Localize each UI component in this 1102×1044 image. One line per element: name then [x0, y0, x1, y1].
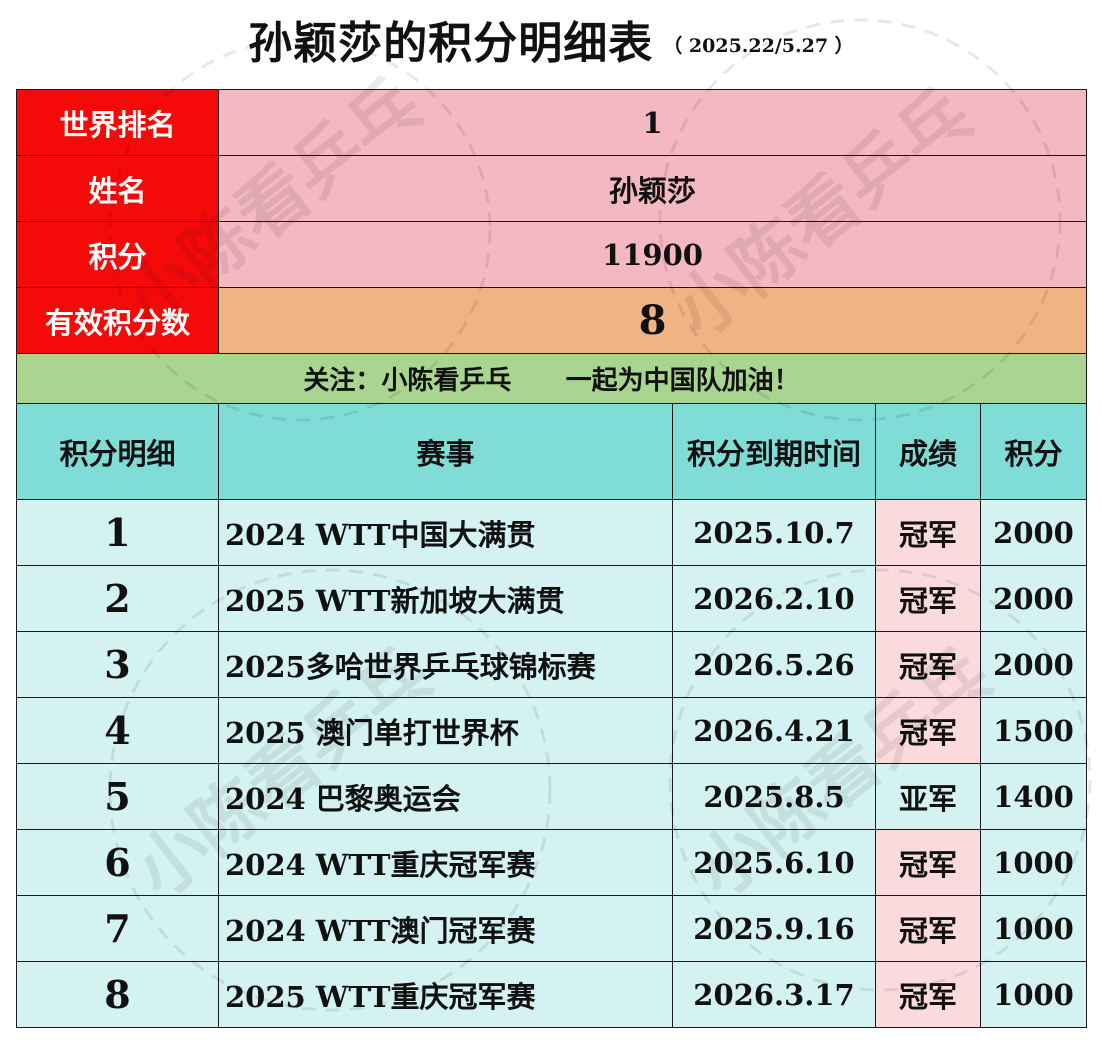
summary-row-points: 积分 11900: [16, 221, 1087, 288]
event-name: 2025 WTT重庆冠军赛: [218, 961, 673, 1028]
event-name: 2024 WTT中国大满贯: [218, 499, 673, 566]
event-name: 2025多哈世界乒乓球锦标赛: [218, 631, 673, 698]
row-number: 5: [16, 763, 219, 830]
result: 冠军: [875, 961, 981, 1028]
result: 冠军: [875, 829, 981, 896]
points-label: 积分: [16, 221, 219, 288]
points: 1400: [980, 763, 1087, 830]
points: 2000: [980, 565, 1087, 632]
table-row: 5 2024 巴黎奥运会 2025.8.5 亚军 1400: [16, 763, 1087, 830]
event-name: 2024 WTT澳门冠军赛: [218, 895, 673, 962]
page-title-block: 孙颖莎的积分明细表 （ 2025.22/5.27 ）: [0, 0, 1102, 88]
col-header-expiry: 积分到期时间: [672, 403, 876, 500]
points: 1000: [980, 895, 1087, 962]
col-header-event: 赛事: [218, 403, 673, 500]
row-number: 1: [16, 499, 219, 566]
event-name: 2025 WTT新加坡大满贯: [218, 565, 673, 632]
table-row: 1 2024 WTT中国大满贯 2025.10.7 冠军 2000: [16, 499, 1087, 566]
points-value: 11900: [218, 221, 1087, 288]
expiry-date: 2026.5.26: [672, 631, 876, 698]
date-range: （ 2025.22/5.27 ）: [663, 35, 854, 57]
name-label: 姓名: [16, 155, 219, 222]
result: 冠军: [875, 499, 981, 566]
note-row: 关注：小陈看乒乓 一起为中国队加油！: [16, 353, 1087, 404]
expiry-date: 2026.4.21: [672, 697, 876, 764]
table-row: 4 2025 澳门单打世界杯 2026.4.21 冠军 1500: [16, 697, 1087, 764]
row-number: 4: [16, 697, 219, 764]
detail-rows: 1 2024 WTT中国大满贯 2025.10.7 冠军 2000 2 2025 WTT新加…: [16, 499, 1087, 1028]
points-table: 世界排名 1 姓名 孙颖莎 积分 11900 有效积分数 8 关注：小陈看乒乓 …: [16, 89, 1087, 1028]
rank-value: 1: [218, 89, 1087, 156]
row-number: 3: [16, 631, 219, 698]
result: 冠军: [875, 631, 981, 698]
result: 冠军: [875, 697, 981, 764]
expiry-date: 2025.9.16: [672, 895, 876, 962]
event-name: 2024 巴黎奥运会: [218, 763, 673, 830]
col-header-points: 积分: [980, 403, 1087, 500]
result: 冠军: [875, 565, 981, 632]
page-title: 孙颖莎的积分明细表: [248, 18, 654, 69]
row-number: 2: [16, 565, 219, 632]
row-number: 8: [16, 961, 219, 1028]
name-value: 孙颖莎: [218, 155, 1087, 222]
rank-label: 世界排名: [16, 89, 219, 156]
row-number: 7: [16, 895, 219, 962]
points: 2000: [980, 499, 1087, 566]
expiry-date: 2026.3.17: [672, 961, 876, 1028]
table-row: 7 2024 WTT澳门冠军赛 2025.9.16 冠军 1000: [16, 895, 1087, 962]
points: 1500: [980, 697, 1087, 764]
result: 冠军: [875, 895, 981, 962]
summary-row-name: 姓名 孙颖莎: [16, 155, 1087, 222]
row-number: 6: [16, 829, 219, 896]
event-name: 2025 澳门单打世界杯: [218, 697, 673, 764]
table-row: 8 2025 WTT重庆冠军赛 2026.3.17 冠军 1000: [16, 961, 1087, 1028]
column-header-row: 积分明细 赛事 积分到期时间 成绩 积分: [16, 403, 1087, 500]
count-value: 8: [218, 287, 1087, 354]
points: 1000: [980, 961, 1087, 1028]
col-header-result: 成绩: [875, 403, 981, 500]
count-label: 有效积分数: [16, 287, 219, 354]
result: 亚军: [875, 763, 981, 830]
table-row: 2 2025 WTT新加坡大满贯 2026.2.10 冠军 2000: [16, 565, 1087, 632]
points: 1000: [980, 829, 1087, 896]
points: 2000: [980, 631, 1087, 698]
col-header-detail: 积分明细: [16, 403, 219, 500]
expiry-date: 2025.6.10: [672, 829, 876, 896]
follow-note: 关注：小陈看乒乓 一起为中国队加油！: [16, 353, 1087, 404]
summary-row-rank: 世界排名 1: [16, 89, 1087, 156]
table-row: 6 2024 WTT重庆冠军赛 2025.6.10 冠军 1000: [16, 829, 1087, 896]
event-name: 2024 WTT重庆冠军赛: [218, 829, 673, 896]
expiry-date: 2025.8.5: [672, 763, 876, 830]
expiry-date: 2026.2.10: [672, 565, 876, 632]
table-row: 3 2025多哈世界乒乓球锦标赛 2026.5.26 冠军 2000: [16, 631, 1087, 698]
expiry-date: 2025.10.7: [672, 499, 876, 566]
summary-row-count: 有效积分数 8: [16, 287, 1087, 354]
